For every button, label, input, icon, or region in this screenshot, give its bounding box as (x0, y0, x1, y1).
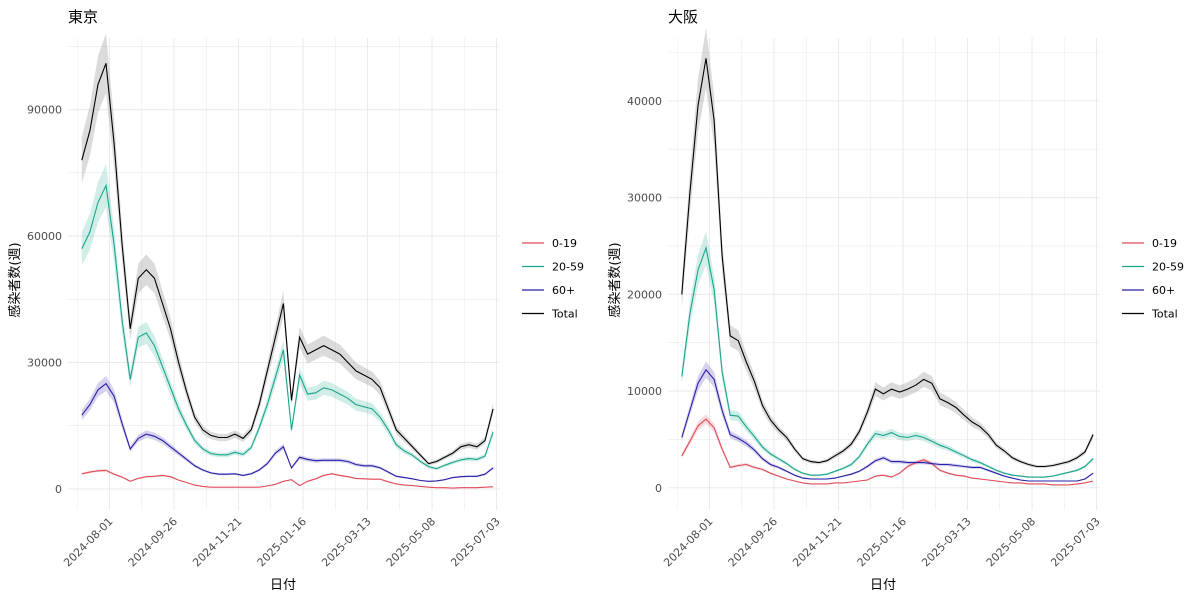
grid-lines (68, 38, 500, 510)
x-axis-label: 日付 (270, 578, 296, 593)
x-tick-label: 2024-09-26 (126, 515, 180, 569)
series-line-age_60_plus (681, 368, 1094, 482)
legend-label: 60+ (552, 284, 575, 297)
series-line-total (81, 63, 494, 465)
y-tick-label: 30000 (27, 357, 62, 370)
chart-title: 東京 (68, 8, 98, 26)
series-line-age_0_19 (81, 469, 494, 489)
y-tick-label: 0 (55, 483, 62, 496)
y-tick-label: 90000 (27, 104, 62, 117)
x-tick-label: 2025-05-08 (984, 515, 1038, 569)
y-axis-ticks: 0 10000 20000 30000 40000 (627, 95, 662, 495)
ribbon-age_0_19 (81, 469, 494, 489)
confidence-ribbons (81, 33, 494, 489)
x-tick-label: 2025-01-16 (855, 515, 909, 569)
legend: 0-19 20-59 60+ Total (522, 237, 584, 321)
x-tick-label: 2024-11-21 (190, 515, 244, 569)
series-line-age_20_59 (81, 183, 494, 470)
legend-label: 20-59 (552, 261, 584, 274)
chart-title: 大阪 (668, 8, 698, 26)
x-tick-label: 2024-08-01 (61, 515, 115, 569)
series-lines (81, 63, 494, 489)
x-tick-label: 2025-07-03 (1048, 515, 1102, 569)
x-tick-label: 2025-01-16 (255, 515, 309, 569)
x-tick-label: 2025-05-08 (384, 515, 438, 569)
legend-label: 0-19 (1152, 237, 1177, 250)
x-tick-label: 2024-11-21 (790, 515, 844, 569)
legend-label: 0-19 (552, 237, 577, 250)
y-axis-label: 感染者数(週) (607, 242, 623, 317)
legend-label: Total (1151, 308, 1178, 321)
y-tick-label: 10000 (627, 385, 662, 398)
legend-label: 60+ (1152, 284, 1175, 297)
y-axis-ticks: 0 30000 60000 90000 (27, 104, 62, 496)
ribbon-total (681, 28, 1094, 469)
grid-lines (668, 38, 1100, 510)
legend-label: 20-59 (1152, 261, 1184, 274)
x-axis-ticks: 2024-08-01 2024-09-26 2024-11-21 2025-01-16… (61, 515, 502, 569)
x-axis-ticks: 2024-08-01 2024-09-26 2024-11-21 2025-01-16… (661, 515, 1102, 569)
legend-label: Total (551, 308, 578, 321)
ribbon-age_20_59 (81, 164, 494, 471)
x-tick-label: 2025-03-13 (319, 515, 373, 569)
y-tick-label: 0 (655, 482, 662, 495)
ribbon-total (81, 33, 494, 466)
series-line-age_60_plus (81, 382, 494, 482)
series-line-total (681, 58, 1094, 468)
series-line-age_0_19 (681, 418, 1094, 486)
legend: 0-19 20-59 60+ Total (1122, 237, 1184, 321)
series-line-age_20_59 (681, 245, 1094, 478)
confidence-ribbons (681, 28, 1094, 486)
x-tick-label: 2024-09-26 (726, 515, 780, 569)
y-tick-label: 60000 (27, 230, 62, 243)
tokyo-chart-panel: 東京 0 30000 60000 90000 2024-08-01 2024-09-26… (7, 8, 584, 593)
y-axis-label: 感染者数(週) (7, 242, 23, 317)
x-tick-label: 2025-07-03 (448, 515, 502, 569)
y-tick-label: 40000 (627, 95, 662, 108)
x-axis-label: 日付 (870, 578, 896, 593)
y-tick-label: 20000 (627, 288, 662, 301)
series-lines (681, 58, 1094, 486)
x-tick-label: 2024-08-01 (661, 515, 715, 569)
y-tick-label: 30000 (627, 192, 662, 205)
x-tick-label: 2025-03-13 (919, 515, 973, 569)
